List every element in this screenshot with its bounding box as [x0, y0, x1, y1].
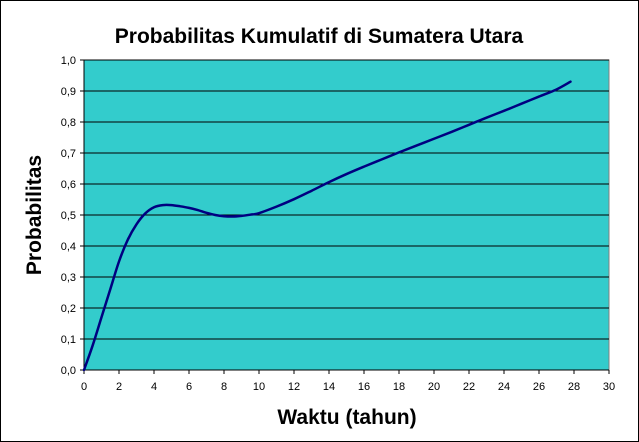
gridlines	[84, 59, 609, 340]
y-tick-label: 0,5	[61, 210, 76, 222]
x-tick-label: 4	[151, 381, 157, 393]
x-tick-label: 26	[533, 381, 545, 393]
y-tick-label: 0,2	[61, 303, 76, 315]
y-tick-label: 0,0	[61, 365, 76, 377]
x-tick-label: 16	[358, 381, 370, 393]
x-tick-label: 22	[463, 381, 475, 393]
y-tick-label: 0,1	[61, 334, 76, 346]
y-tick-label: 0,9	[61, 86, 76, 98]
y-tick-label: 0,3	[61, 272, 76, 284]
x-tick-label: 6	[186, 381, 192, 393]
series-line	[82, 80, 572, 372]
y-axis-title: Probabilitas	[23, 155, 46, 275]
x-tick-label: 28	[568, 381, 580, 393]
x-tick-label: 30	[603, 381, 615, 393]
y-tick-label: 0,6	[61, 179, 76, 191]
x-tick-label: 8	[221, 381, 227, 393]
y-tick-label: 0,8	[61, 117, 76, 129]
x-axis-title: Waktu (tahun)	[277, 406, 416, 429]
x-tick-label: 24	[498, 381, 510, 393]
x-tick-label: 18	[393, 381, 405, 393]
x-tick-label: 0	[81, 381, 87, 393]
x-tick-labels: 0 2 4 6 8 10 12 14 16 18 20 22 24 26 28 30	[81, 370, 615, 393]
chart-title: Probabilitas Kumulatif di Sumatera Utara	[115, 25, 524, 48]
x-tick-label: 2	[116, 381, 122, 393]
y-tick-labels: 0,0 0,1 0,2 0,3 0,4 0,5 0,6 0,7 0,8 0,9 1,0	[61, 55, 84, 377]
y-tick-label: 0,4	[61, 241, 76, 253]
x-tick-label: 20	[428, 381, 440, 393]
x-tick-label: 14	[323, 381, 335, 393]
y-tick-label: 1,0	[61, 55, 76, 67]
x-tick-label: 12	[288, 381, 300, 393]
x-tick-label: 10	[253, 381, 265, 393]
y-tick-label: 0,7	[61, 148, 76, 160]
